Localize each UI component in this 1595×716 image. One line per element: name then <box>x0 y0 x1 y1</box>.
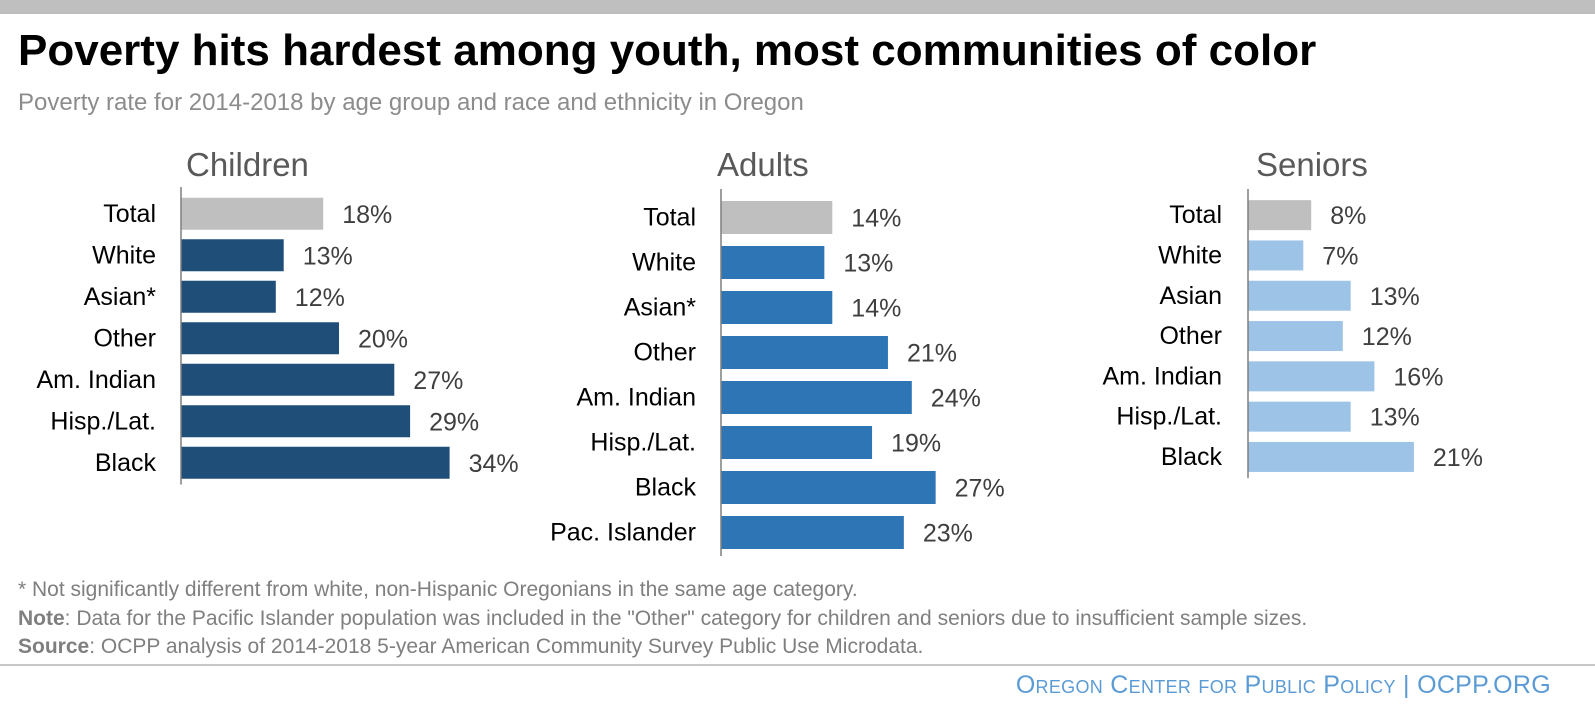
note-line: Note: Data for the Pacific Islander popu… <box>18 605 1307 634</box>
category-label-seniors-hisp-lat: Hisp./Lat. <box>1116 403 1222 431</box>
value-label-adults-black: 27% <box>955 475 1005 503</box>
value-label-adults-other: 21% <box>907 340 957 368</box>
category-label-adults-asian: Asian* <box>624 294 697 322</box>
asterisk-note: * Not significantly different from white… <box>18 578 858 601</box>
bar-adults-black <box>721 471 936 504</box>
category-label-children-asian: Asian* <box>84 283 157 311</box>
category-label-seniors-black: Black <box>1161 443 1223 471</box>
bar-adults-pac-islander <box>721 516 904 549</box>
note-label: Note <box>18 606 65 630</box>
category-label-seniors-asian: Asian <box>1159 282 1222 310</box>
value-label-children-am-indian: 27% <box>413 367 463 395</box>
value-label-seniors-other: 12% <box>1362 323 1412 351</box>
chart-subtitle: Poverty rate for 2014-2018 by age group … <box>18 89 804 116</box>
bar-adults-total <box>721 201 833 234</box>
value-label-children-white: 13% <box>303 242 353 270</box>
value-label-children-black: 34% <box>469 450 519 478</box>
category-label-children-hisp-lat: Hisp./Lat. <box>50 407 156 435</box>
bar-children-white <box>181 239 284 272</box>
value-label-seniors-white: 7% <box>1322 242 1358 270</box>
category-label-seniors-other: Other <box>1159 322 1222 350</box>
top-rule <box>0 0 1595 14</box>
value-label-adults-hisp-lat: 19% <box>891 430 941 458</box>
value-label-adults-asian: 14% <box>851 295 901 323</box>
category-label-seniors-am-indian: Am. Indian <box>1102 362 1222 390</box>
bar-adults-other <box>721 336 888 369</box>
category-label-adults-black: Black <box>635 474 697 502</box>
category-label-seniors-total: Total <box>1169 201 1222 229</box>
bar-children-am-indian <box>181 363 395 396</box>
category-label-adults-am-indian: Am. Indian <box>576 384 696 412</box>
chart-panel-adults: Total 14% White 13% Asian* 14% Other 21% Am. Ind… <box>550 189 1005 556</box>
bar-seniors-hisp-lat <box>1248 401 1351 432</box>
bar-seniors-white <box>1248 240 1304 271</box>
bar-adults-white <box>721 246 825 279</box>
bar-children-black <box>181 446 450 479</box>
bar-adults-am-indian <box>721 381 912 414</box>
panel-title-seniors: Seniors <box>1256 146 1368 183</box>
source-label: Source <box>18 635 90 658</box>
category-label-adults-other: Other <box>633 339 696 367</box>
panel-title-children: Children <box>186 146 309 183</box>
bar-seniors-black <box>1248 441 1414 472</box>
bottom-rule <box>0 664 1595 666</box>
value-label-adults-total: 14% <box>851 205 901 233</box>
category-label-adults-total: Total <box>643 204 696 232</box>
category-label-children-black: Black <box>95 449 157 477</box>
value-label-seniors-black: 21% <box>1433 444 1483 472</box>
bar-seniors-total <box>1248 200 1312 231</box>
category-label-seniors-white: White <box>1158 241 1222 269</box>
value-label-adults-am-indian: 24% <box>931 385 981 413</box>
panel-title-adults: Adults <box>717 146 809 183</box>
bar-seniors-am-indian <box>1248 361 1375 392</box>
footnotes: * Not significantly different from white… <box>18 576 1307 662</box>
chart-panel-seniors: Total 8% White 7% Asian 13% Other 12% Am. Indian… <box>1102 189 1483 479</box>
category-label-adults-hisp-lat: Hisp./Lat. <box>590 429 696 457</box>
source-line: Source: OCPP analysis of 2014-2018 5-yea… <box>18 633 1307 662</box>
value-label-seniors-asian: 13% <box>1370 283 1420 311</box>
brand-footer: Oregon Center for Public Policy | OCPP.O… <box>1015 671 1551 699</box>
value-label-children-hisp-lat: 29% <box>429 408 479 436</box>
value-label-children-other: 20% <box>358 325 408 353</box>
bar-seniors-other <box>1248 321 1343 352</box>
bar-children-asian <box>181 280 276 313</box>
value-label-adults-white: 13% <box>843 250 893 278</box>
value-label-children-total: 18% <box>342 201 392 229</box>
bar-children-other <box>181 322 339 355</box>
note-text: : Data for the Pacific Islander populati… <box>64 606 1308 630</box>
category-label-adults-pac-islander: Pac. Islander <box>550 519 696 547</box>
chart-title: Poverty hits hardest among youth, most c… <box>18 26 1317 75</box>
bar-adults-hisp-lat <box>721 426 873 459</box>
value-label-adults-pac-islander: 23% <box>923 520 973 548</box>
category-label-adults-white: White <box>632 249 696 277</box>
source-text: : OCPP analysis of 2014-2018 5-year Amer… <box>89 635 924 658</box>
category-label-children-am-indian: Am. Indian <box>36 366 156 394</box>
value-label-children-asian: 12% <box>295 284 345 312</box>
value-label-seniors-total: 8% <box>1330 202 1366 230</box>
bar-children-total <box>181 197 324 230</box>
category-label-children-other: Other <box>93 324 156 352</box>
value-label-seniors-am-indian: 16% <box>1393 363 1443 391</box>
bar-seniors-asian <box>1248 280 1351 311</box>
category-label-children-total: Total <box>103 200 156 228</box>
value-label-seniors-hisp-lat: 13% <box>1370 404 1420 432</box>
bar-children-hisp-lat <box>181 405 411 438</box>
chart-panel-children: Total 18% White 13% Asian* 12% Other 20% Am. Ind… <box>36 187 519 485</box>
bar-adults-asian <box>721 291 833 324</box>
category-label-children-white: White <box>92 241 156 269</box>
